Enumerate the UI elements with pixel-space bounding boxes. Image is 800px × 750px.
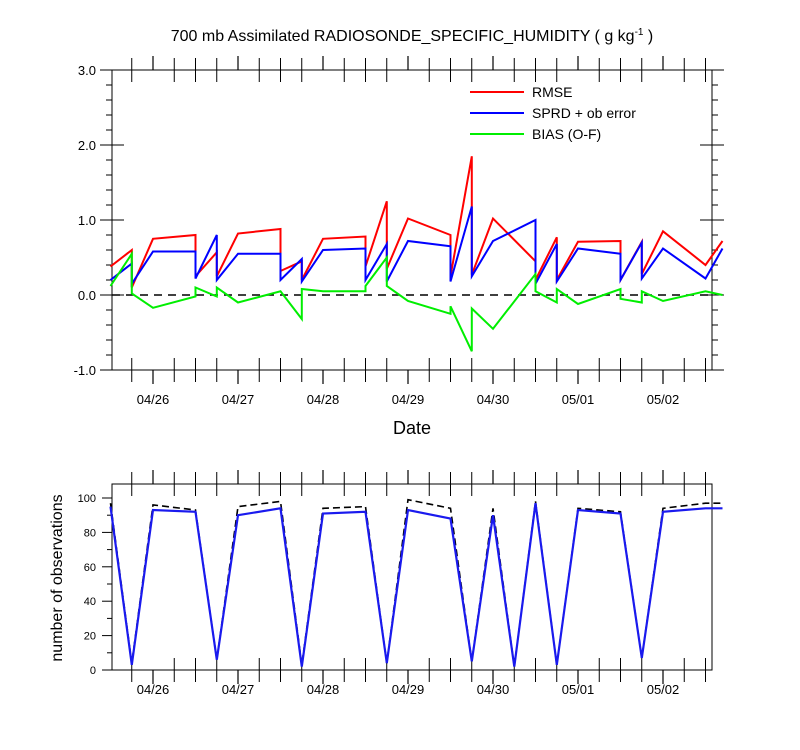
x-tick-label: 05/01 <box>562 682 595 697</box>
series-line-rmse <box>109 156 724 288</box>
series-line-bias-o-f <box>109 250 723 352</box>
bottom-y-axis: 100 80 60 40 20 0 <box>78 493 112 677</box>
top-y-tick-label: 0.0 <box>78 288 96 303</box>
x-tick-label: 04/27 <box>222 682 255 697</box>
x-tick-label: 04/26 <box>137 392 170 407</box>
bottom-y-tick-label: 80 <box>84 527 96 539</box>
bottom-plot-frame <box>111 483 713 671</box>
top-y-tick-label: -1.0 <box>74 363 96 378</box>
series-line-sprd-ob-error <box>109 206 724 288</box>
x-tick-label: 05/01 <box>562 392 595 407</box>
bottom-y-tick-label: 60 <box>84 562 96 574</box>
top-x-axis-label: Date <box>393 418 431 438</box>
bottom-y-tick-label: 20 <box>84 631 96 643</box>
bottom-x-axis: 04/26 04/27 04/28 04/29 04/30 05/01 05/02 <box>131 470 706 697</box>
bottom-y-tick-label: 0 <box>90 665 96 677</box>
x-tick-label: 04/27 <box>222 392 255 407</box>
x-tick-label: 04/29 <box>392 682 425 697</box>
top-y-tick-label: 3.0 <box>78 63 96 78</box>
top-x-axis: 04/26 04/27 04/28 04/29 04/30 05/01 05/02 <box>131 56 706 407</box>
bottom-y-axis-label: number of observations <box>49 494 66 661</box>
top-chart-title: 700 mb Assimilated RADIOSONDE_SPECIFIC_H… <box>171 27 654 45</box>
x-tick-label: 05/02 <box>647 682 680 697</box>
top-y-axis: 3.0 2.0 1.0 0.0 -1.0 <box>74 63 724 378</box>
bottom-y-tick-label: 40 <box>84 596 96 608</box>
x-tick-label: 04/29 <box>392 392 425 407</box>
bottom-y-tick-label: 100 <box>78 493 96 505</box>
x-tick-label: 04/30 <box>477 392 510 407</box>
legend-label: BIAS (O-F) <box>532 126 601 142</box>
top-series-group <box>109 156 724 352</box>
bottom-series-group <box>109 498 723 667</box>
obs-series-line-assimilated-observations <box>109 503 723 667</box>
x-tick-label: 04/30 <box>477 682 510 697</box>
x-tick-label: 04/26 <box>137 682 170 697</box>
top-y-tick-label: 2.0 <box>78 138 96 153</box>
x-tick-label: 05/02 <box>647 392 680 407</box>
legend-label: RMSE <box>532 84 572 100</box>
x-tick-label: 04/28 <box>307 682 340 697</box>
legend-label: SPRD + ob error <box>532 105 636 121</box>
legend: RMSE SPRD + ob error BIAS (O-F) <box>470 84 636 142</box>
x-tick-label: 04/28 <box>307 392 340 407</box>
top-y-tick-label: 1.0 <box>78 213 96 228</box>
